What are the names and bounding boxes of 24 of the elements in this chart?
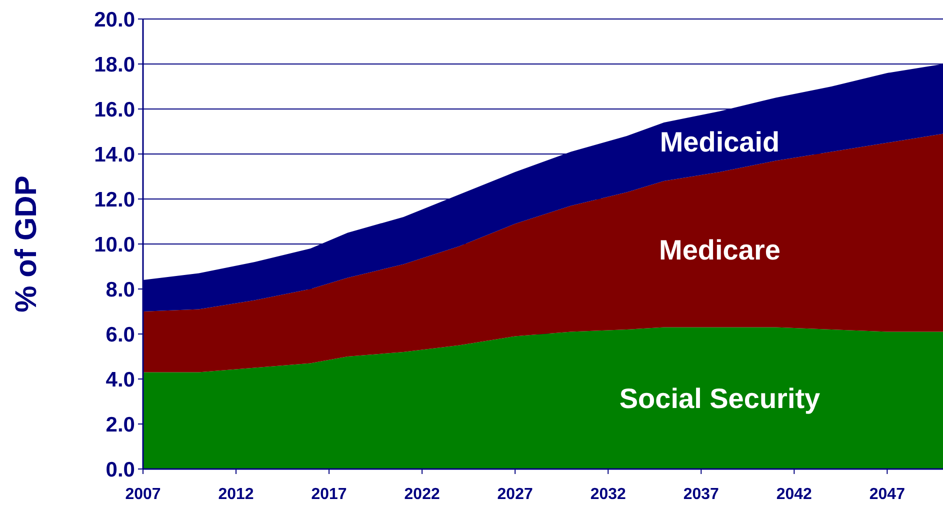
y-tick-label: 10.0 xyxy=(94,233,135,256)
x-tick-label: 2047 xyxy=(869,486,906,503)
y-tick-label: 2.0 xyxy=(106,413,135,436)
y-tick-label: 8.0 xyxy=(106,278,135,302)
series-label: Medicaid xyxy=(660,126,780,158)
x-tick-label: 2042 xyxy=(776,486,812,503)
y-tick-label: 18.0 xyxy=(94,53,135,76)
y-tick-label: 20.0 xyxy=(94,8,135,32)
y-tick-label: 12.0 xyxy=(94,188,135,212)
x-tick-label: 2032 xyxy=(590,486,626,503)
x-tick-label: 2017 xyxy=(311,486,347,503)
y-tick-label: 0.0 xyxy=(106,458,135,482)
series-label: Social Security xyxy=(619,382,821,414)
x-tick-label: 2007 xyxy=(125,486,161,503)
y-axis-title: % of GDP xyxy=(10,176,43,312)
series-label: Medicare xyxy=(659,234,780,266)
y-tick-label: 14.0 xyxy=(94,143,135,166)
y-tick-label: 6.0 xyxy=(106,323,135,346)
x-tick-label: 2022 xyxy=(404,486,440,503)
y-tick-label: 4.0 xyxy=(106,368,135,392)
y-tick-label: 16.0 xyxy=(94,98,135,122)
x-tick-label: 2037 xyxy=(683,486,720,503)
x-tick-label: 2012 xyxy=(218,486,254,503)
x-tick-label: 2027 xyxy=(497,486,533,503)
